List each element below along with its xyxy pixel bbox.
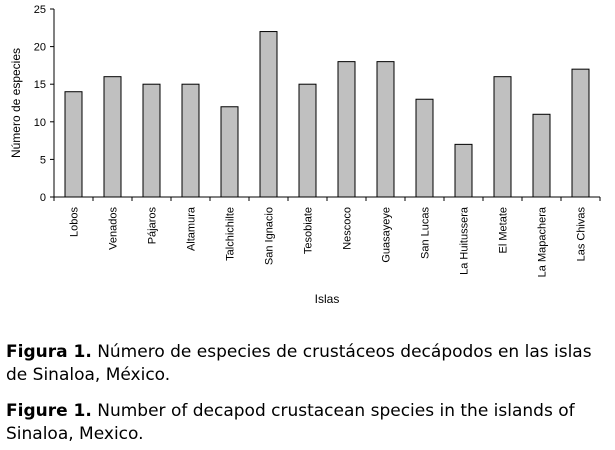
x-tick-label: La Huitussera <box>459 206 471 275</box>
bar <box>64 91 83 198</box>
y-tick-label: 25 <box>34 4 46 16</box>
x-tick-label: San Lucas <box>420 207 432 259</box>
y-tick-label: 10 <box>34 117 46 129</box>
x-tick-label: Venados <box>108 207 120 250</box>
caption-spanish-label: Figura 1. <box>6 342 92 362</box>
x-tick-label: El Metate <box>498 207 510 253</box>
bar <box>259 31 278 198</box>
x-tick-label: Talchichilte <box>225 207 237 261</box>
bar <box>415 98 434 198</box>
bar <box>337 61 356 198</box>
bar-chart: 0 5 10 15 20 25 Lobos Venados Pájaros Altamura Tal… <box>9 4 601 306</box>
caption-spanish-text: Número de especies de crustáceos decápod… <box>6 342 592 385</box>
y-tick-label: 0 <box>40 192 46 204</box>
x-tick-label: Altamura <box>186 206 198 251</box>
y-tick-label: 15 <box>34 79 46 91</box>
x-tick-label: Guasayeye <box>381 207 393 263</box>
bar <box>181 83 200 198</box>
x-tick-label: La Mapachera <box>537 206 549 277</box>
bar <box>376 61 395 198</box>
x-axis-title: Islas <box>315 292 340 306</box>
bar <box>103 76 122 198</box>
x-tick-label: Tesobiate <box>303 207 315 254</box>
y-tick-label: 5 <box>40 154 46 166</box>
caption-english-label: Figure 1. <box>6 401 92 421</box>
bar <box>493 76 512 198</box>
bar <box>454 143 473 198</box>
caption-english: Figure 1. Number of decapod crustacean s… <box>6 400 610 446</box>
bar <box>298 83 317 198</box>
y-axis-title: Número de especies <box>9 48 23 158</box>
caption-english-text: Number of decapod crustacean species in … <box>6 401 575 444</box>
x-tick-label: Lobos <box>69 207 81 237</box>
bar <box>142 83 161 198</box>
x-tick-label: Pájaros <box>147 207 159 245</box>
x-tick-label: Nescoco <box>342 207 354 250</box>
bar <box>532 113 551 198</box>
bar <box>571 68 590 198</box>
y-tick-label: 20 <box>34 42 46 54</box>
x-tick-label: San Ignacio <box>264 207 276 265</box>
bar <box>220 106 239 198</box>
x-tick-label: Las Chivas <box>576 207 588 262</box>
caption-spanish: Figura 1. Número de especies de crustáce… <box>6 341 610 387</box>
